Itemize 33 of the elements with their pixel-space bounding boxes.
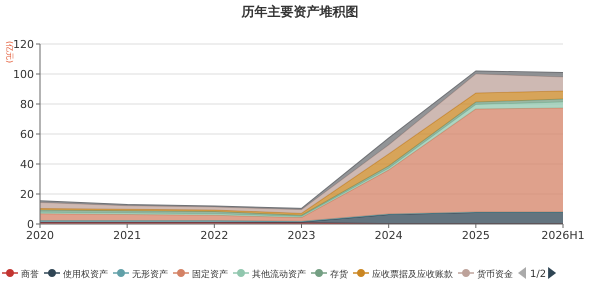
y-tick-label: 80 <box>20 98 34 111</box>
y-tick-label: 0 <box>27 218 34 231</box>
x-tick-label: 2022 <box>200 229 228 242</box>
legend-label: 应收票据及应收账款 <box>372 269 453 280</box>
x-tick-label: 2025 <box>462 229 490 242</box>
text: 1/2 <box>530 269 546 280</box>
x-tick-label: 2024 <box>374 229 403 242</box>
legend-label: 货币资金 <box>477 269 513 280</box>
legend-item: 其他流动资产 <box>233 269 306 280</box>
x-tick-label: 2026H1 <box>541 229 585 242</box>
x-tick-label: 2023 <box>288 229 316 242</box>
chart-title: 历年主要资产堆积图 <box>240 4 358 20</box>
legend-label: 存货 <box>330 269 348 280</box>
legend-item: 使用权资产 <box>44 269 108 280</box>
legend-label: 使用权资产 <box>63 269 108 280</box>
y-tick-label: 20 <box>20 188 34 201</box>
legend-label: 商誉 <box>21 269 39 280</box>
legend-item: 无形资产 <box>113 269 168 280</box>
y-tick-label: 60 <box>20 128 34 141</box>
y-axis-title: (亿元) <box>5 40 14 64</box>
x-tick-label: 2021 <box>113 229 142 242</box>
legend-label: 无形资产 <box>132 269 168 280</box>
y-tick-label: 40 <box>20 158 34 171</box>
legend-item: 存货 <box>311 269 348 280</box>
legend-item: 货币资金 <box>458 269 513 280</box>
y-tick-label: 120 <box>13 38 34 51</box>
legend-label: 固定资产 <box>192 269 228 280</box>
x-tick-label: 2020 <box>26 229 54 242</box>
y-tick-label: 100 <box>13 68 34 81</box>
legend-item: 应收票据及应收账款 <box>353 269 453 280</box>
legend-item: 商誉 <box>2 269 39 280</box>
legend-label: 其他流动资产 <box>252 269 306 280</box>
legend-item: 固定资产 <box>173 269 228 280</box>
